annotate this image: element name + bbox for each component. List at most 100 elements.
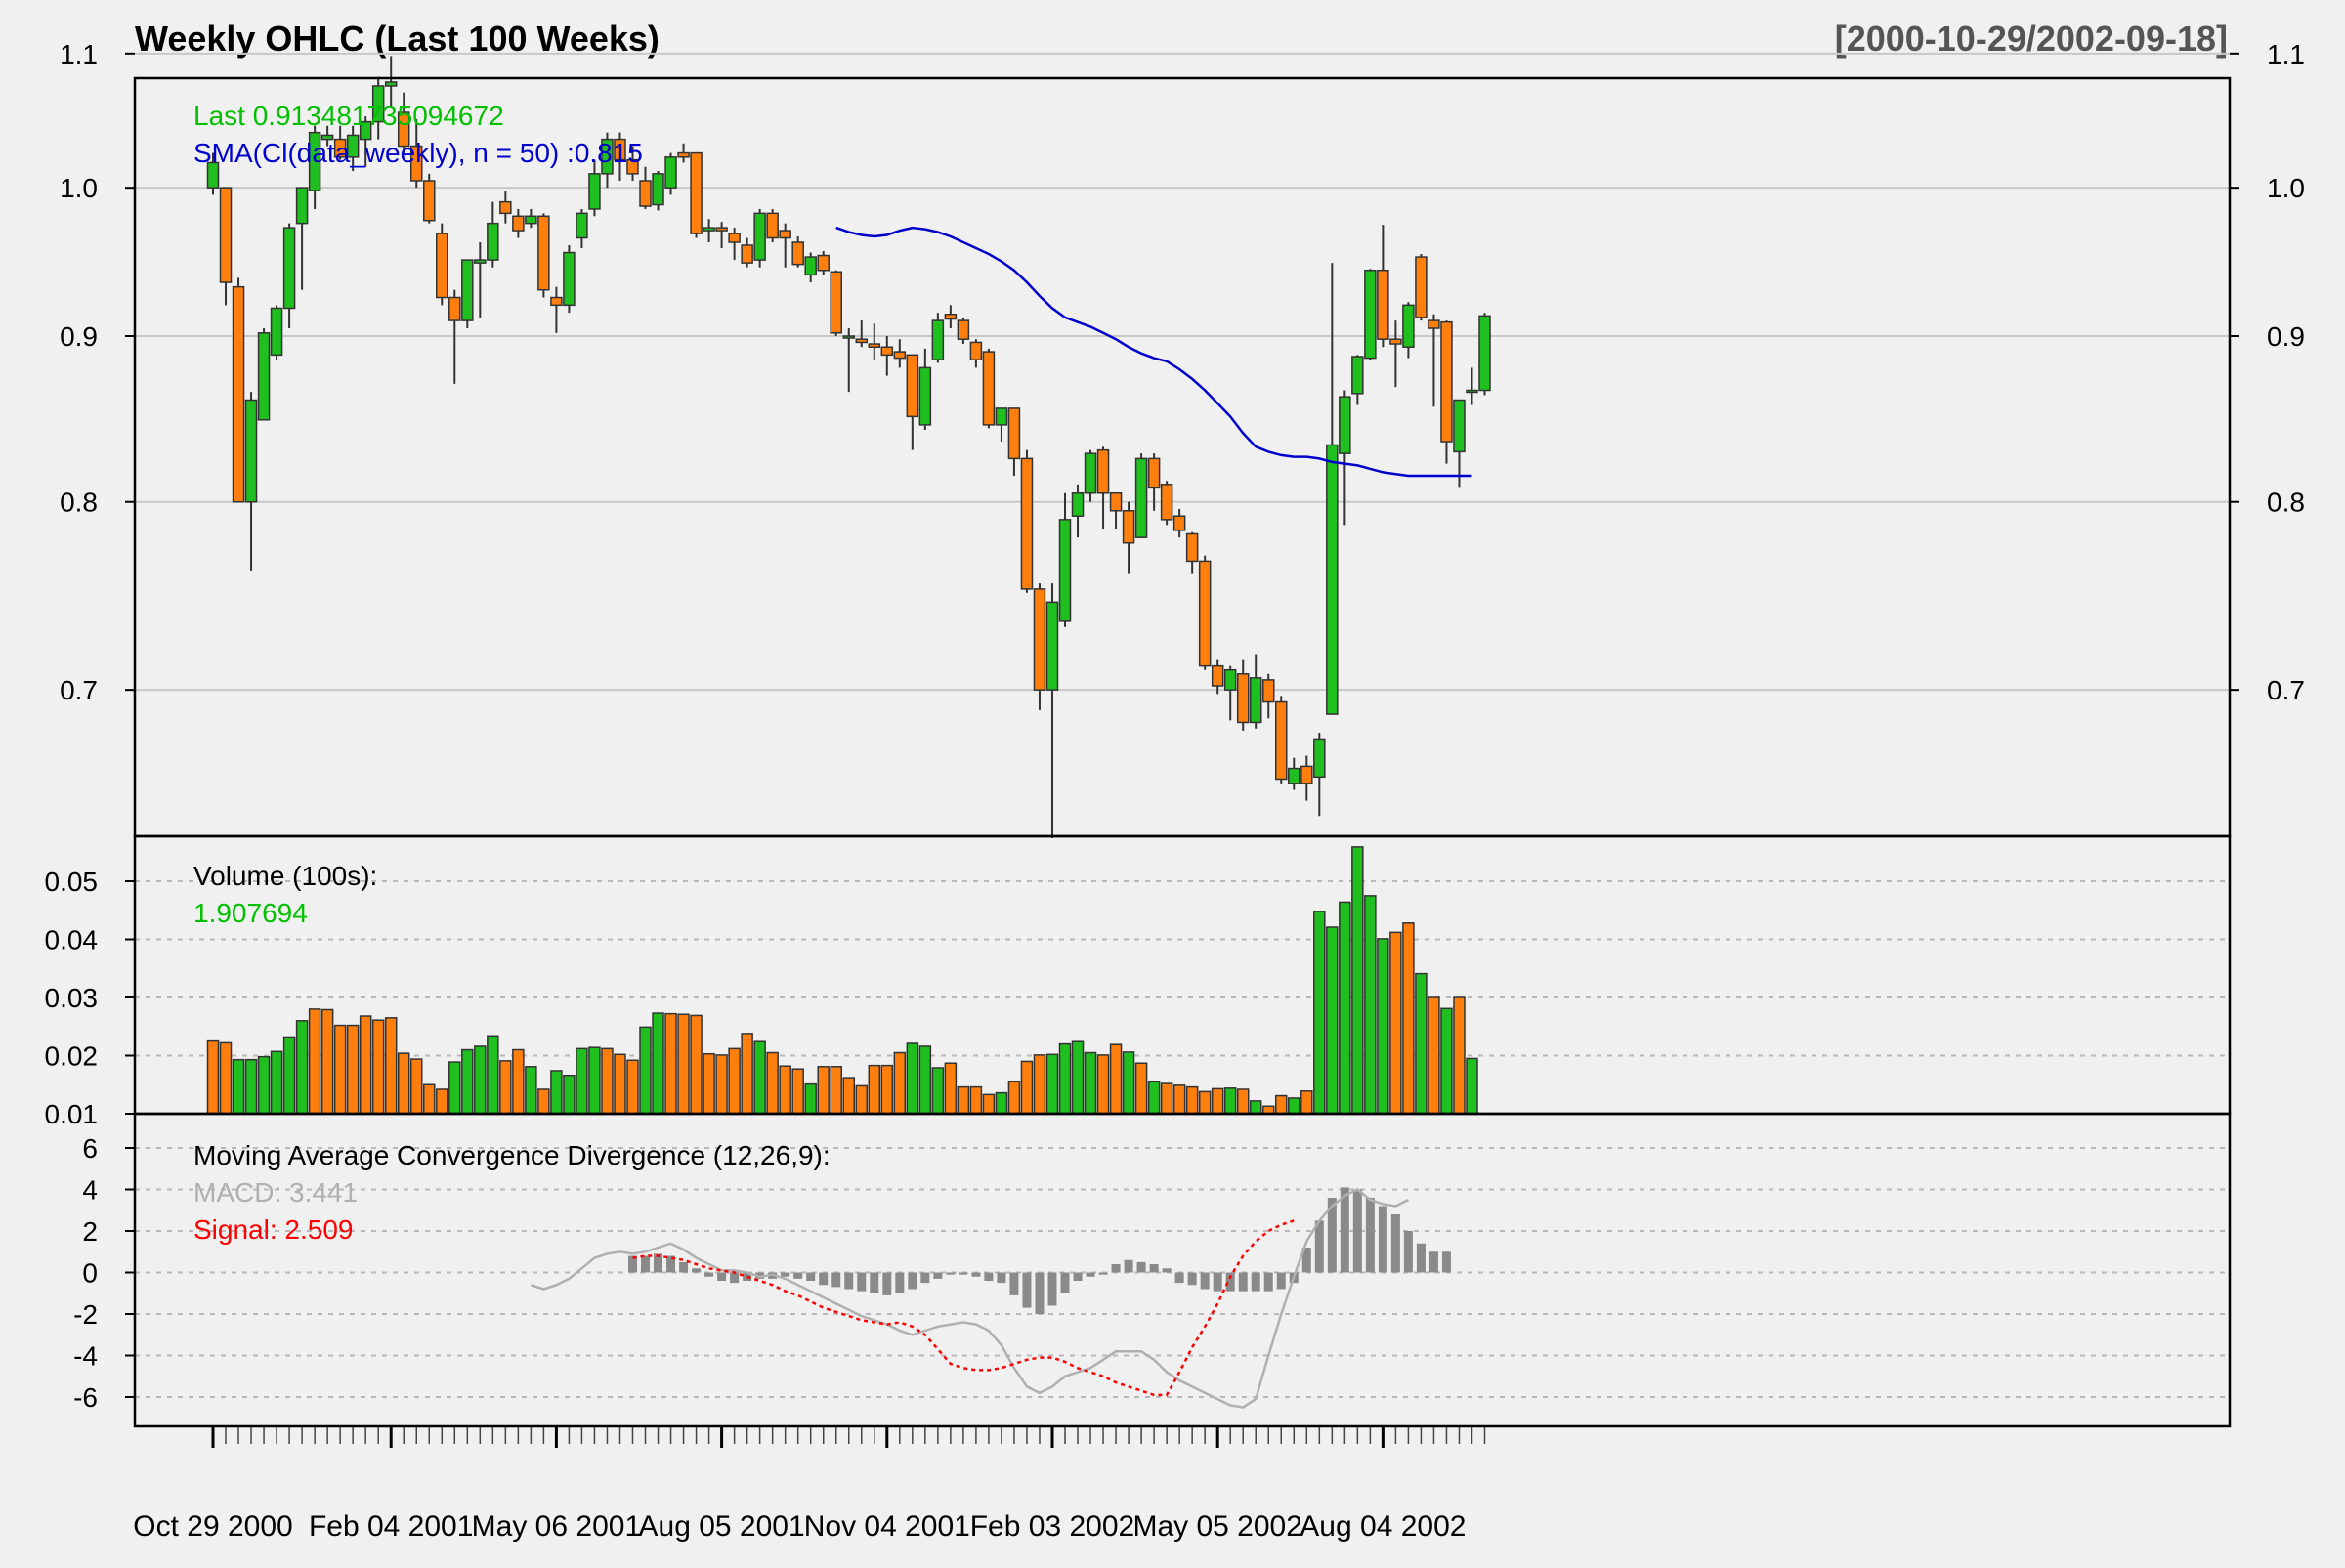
candle [830,270,842,336]
volume-legend-value: 1.907694 [193,898,308,928]
candle [817,251,830,275]
candle-body [1084,452,1097,494]
candle-body [219,187,233,283]
candle [982,348,996,429]
volume-bar [474,1045,487,1115]
candle-body [893,351,907,360]
sma-line-group [835,226,1472,478]
macd-histogram [627,1187,1451,1314]
volume-bar [880,1064,894,1115]
candle [499,191,512,224]
candle [626,146,639,181]
price-tick-label-right: 1.0 [2267,173,2305,203]
volume-bar [308,1008,321,1115]
volume-bar [1313,911,1326,1115]
macd-tick-label: -6 [73,1382,98,1413]
candle [257,328,271,421]
x-tick-label: Feb 03 2002 [970,1510,1134,1543]
volume-bar [1415,972,1428,1115]
volume-bar [664,1012,677,1115]
macd-histogram-bar [1200,1272,1210,1290]
volume-bar [1249,1100,1262,1115]
candle-body [753,212,766,261]
candle-body [880,346,894,357]
candle-body [766,212,779,239]
candle-body [944,314,958,320]
candle-body [232,285,245,503]
candle-body [1185,532,1199,563]
macd-histogram-bar [920,1272,930,1284]
volume-bar [1172,1084,1186,1115]
candle-body [1071,491,1085,517]
volume-bar [1339,901,1351,1115]
volume-bar [1275,1094,1288,1115]
candle [855,320,869,348]
macd-histogram-bar [1060,1272,1070,1293]
candle [1428,314,1440,407]
candle [270,305,283,360]
candle [880,336,894,376]
candle [842,328,855,393]
candle [1223,665,1237,721]
macd-tick-label: 4 [82,1175,98,1206]
candle-body [1440,320,1453,443]
volume-bar [550,1070,563,1115]
candle [1466,367,1478,405]
candle-body [436,233,448,299]
macd-histogram-bar [1009,1272,1019,1295]
candle [1134,453,1148,538]
candle [1172,508,1186,538]
macd-tick-label: -4 [73,1341,98,1372]
candle [576,208,588,249]
volume-bar [1440,1007,1453,1115]
macd-histogram-bar [1022,1272,1032,1308]
volume-bar [1084,1051,1097,1115]
candle-body [1033,588,1046,691]
volume-gridlines [135,880,2230,1057]
macd-histogram-bar [1276,1272,1286,1290]
candle [1440,320,1453,464]
volume-tick-label: 0.03 [45,983,99,1013]
candle [320,125,334,147]
candle-body [499,200,512,215]
candle-body [461,259,474,321]
candle-body [1109,491,1123,512]
candle-body [804,256,817,276]
candle-body [626,158,639,175]
volume-tick-label: 0.04 [45,925,99,955]
volume-bar [1377,938,1389,1115]
macd-histogram-bar [1187,1272,1197,1286]
candle [1033,583,1046,710]
volume-bar [1122,1051,1135,1115]
volume-bar [715,1054,728,1115]
candle [728,228,741,261]
candle-body [1275,700,1288,781]
candle [537,213,550,298]
candle [1326,263,1339,715]
candle-body [664,156,677,189]
macd-histogram-bar [1314,1220,1324,1273]
volume-bar [791,1068,804,1115]
macd-histogram-bar [704,1272,714,1277]
candle [384,56,398,106]
candle [766,208,779,243]
candle-body [409,145,423,182]
candle [753,208,766,268]
price-tick-label-left: 1.1 [60,39,98,69]
volume-bar [652,1012,664,1115]
macd-histogram-bar [895,1272,905,1293]
macd-histogram-bar [1263,1272,1273,1292]
volume-bar [639,1026,652,1115]
volume-bar [1288,1097,1300,1115]
candle [1020,449,1034,593]
candle [601,132,614,189]
candle-body [206,161,220,189]
macd-histogram-bar [997,1272,1006,1284]
candle-body [1415,256,1428,318]
x-tick-label: May 06 2001 [472,1510,641,1543]
candle-body [906,354,919,418]
price-tick-label-left: 1.0 [60,173,98,203]
macd-histogram-bar [1086,1272,1095,1277]
volume-bar [614,1053,626,1115]
